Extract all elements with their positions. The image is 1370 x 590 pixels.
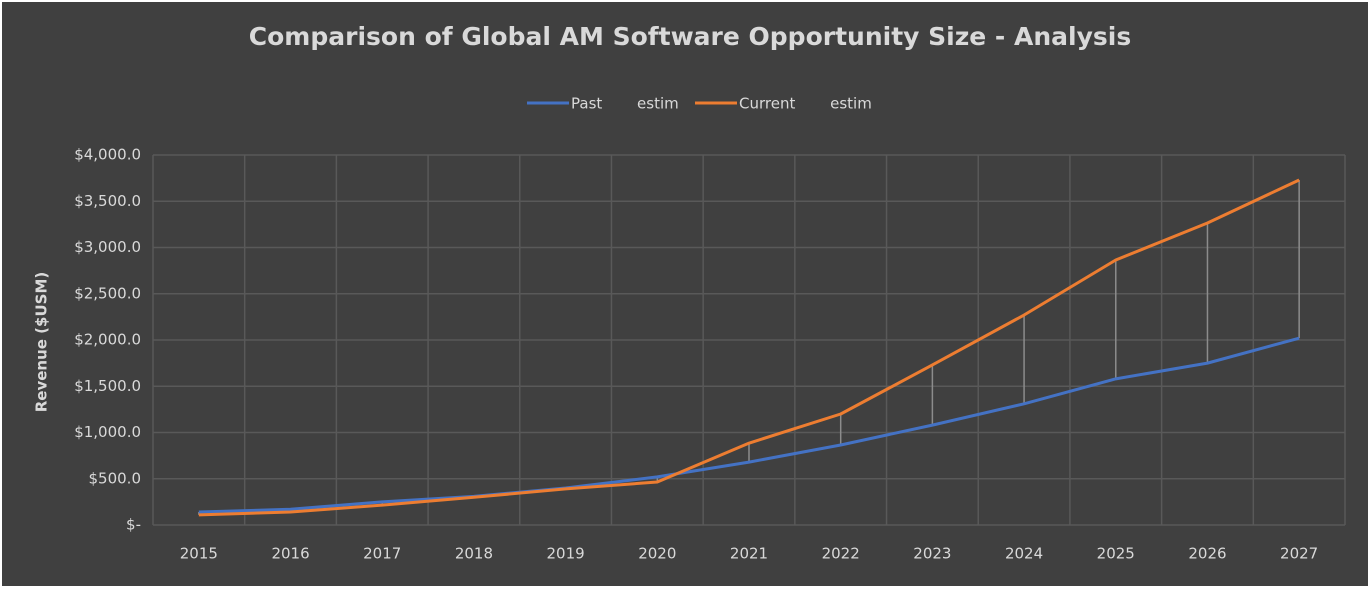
x-tick-label: 2025 [1097, 545, 1135, 563]
y-tick-label: $4,000.0 [74, 146, 141, 164]
x-tick-label: 2027 [1280, 545, 1318, 563]
series-line [198, 178, 1300, 517]
x-tick-label: 2022 [822, 545, 860, 563]
y-tick-label: $- [126, 516, 141, 534]
chart-title: Comparison of Global AM Software Opportu… [248, 22, 1132, 51]
y-tick-label: $2,000.0 [74, 331, 141, 349]
x-tick-label: 2026 [1188, 545, 1226, 563]
y-tick-label: $3,500.0 [74, 192, 141, 210]
x-tick-label: 2016 [271, 545, 309, 563]
x-tick-label: 2021 [730, 545, 768, 563]
x-tick-label: 2019 [547, 545, 585, 563]
y-tick-label: $3,000.0 [74, 238, 141, 256]
legend-label: Current estim [739, 95, 872, 113]
x-tick-label: 2017 [363, 545, 401, 563]
y-tick-label: $2,500.0 [74, 284, 141, 302]
y-tick-label: $1,000.0 [74, 423, 141, 441]
x-tick-label: 2018 [455, 545, 493, 563]
y-tick-label: $1,500.0 [74, 377, 141, 395]
legend-label: Past estim [571, 95, 679, 113]
series-line [198, 336, 1300, 514]
x-tick-label: 2015 [180, 545, 218, 563]
x-tick-label: 2024 [1005, 545, 1043, 563]
x-tick-label: 2020 [638, 545, 676, 563]
y-tick-label: $500.0 [89, 469, 142, 487]
y-axis-label: Revenue ($USM) [33, 272, 51, 413]
x-tick-label: 2023 [913, 545, 951, 563]
